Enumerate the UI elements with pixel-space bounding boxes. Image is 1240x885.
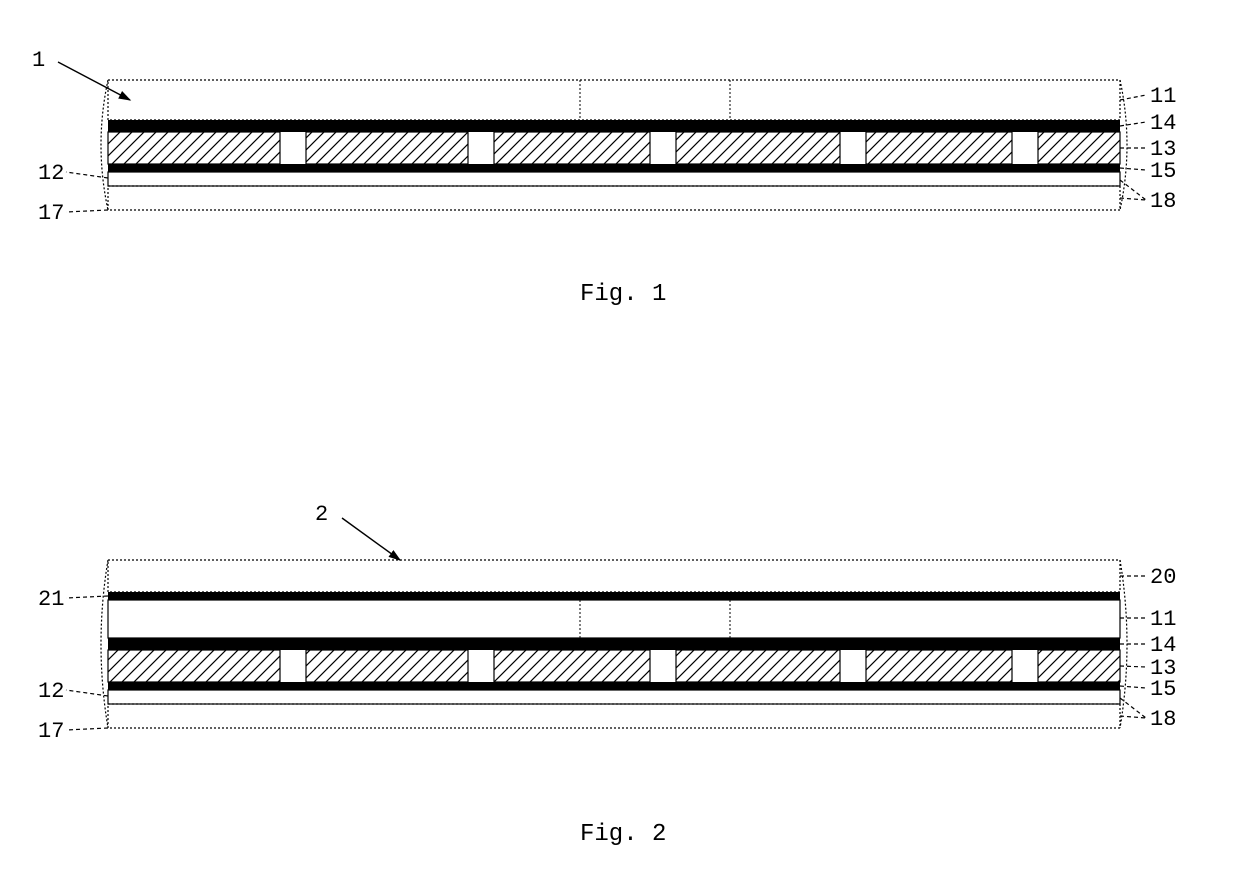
label-11: 11 bbox=[1150, 607, 1176, 632]
layer-hatched_13-seg bbox=[494, 132, 650, 164]
layer-black_15 bbox=[108, 164, 1120, 172]
layer-hatched_13-seg bbox=[1038, 650, 1120, 682]
leader-line bbox=[1120, 716, 1146, 718]
layer-top_dashed_20 bbox=[108, 560, 1120, 592]
layer-hatched_13-seg bbox=[108, 650, 280, 682]
layer-hatched_13-seg bbox=[108, 132, 280, 164]
figure-pointer-label: 1 bbox=[32, 48, 45, 73]
layer-top_dashed bbox=[108, 80, 1120, 120]
layer-white_12 bbox=[108, 172, 1120, 186]
layer-black_21 bbox=[108, 592, 1120, 600]
figure-caption: Fig. 1 bbox=[580, 281, 666, 308]
label-18: 18 bbox=[1150, 189, 1176, 214]
figure-caption: Fig. 2 bbox=[580, 821, 666, 848]
layer-bottom_dashed bbox=[108, 186, 1120, 210]
leader-line bbox=[1120, 686, 1146, 688]
label-14: 14 bbox=[1150, 111, 1176, 136]
label-12: 12 bbox=[38, 161, 64, 186]
leader-line bbox=[66, 210, 108, 212]
leader-line bbox=[1120, 168, 1146, 170]
label-21: 21 bbox=[38, 587, 64, 612]
leader-line bbox=[1120, 180, 1146, 200]
label-11: 11 bbox=[1150, 84, 1176, 109]
figure-2: 2201114131518211217Fig. 2 bbox=[38, 502, 1176, 848]
label-12: 12 bbox=[38, 679, 64, 704]
layer-bottom_dashed bbox=[108, 704, 1120, 728]
label-15: 15 bbox=[1150, 159, 1176, 184]
figure-pointer-arrow bbox=[342, 518, 400, 560]
layer-hatched_13-seg bbox=[494, 650, 650, 682]
patent-figures: 111141315181217Fig. 1 220111413151821121… bbox=[0, 0, 1240, 885]
leader-line bbox=[1120, 95, 1146, 100]
layer-black_14 bbox=[108, 120, 1120, 132]
break-arc-left bbox=[101, 80, 108, 210]
label-20: 20 bbox=[1150, 565, 1176, 590]
figure-pointer-label: 2 bbox=[315, 502, 328, 527]
label-14: 14 bbox=[1150, 633, 1176, 658]
layer-hatched_13-seg bbox=[866, 650, 1012, 682]
leader-line bbox=[66, 728, 108, 730]
label-17: 17 bbox=[38, 201, 64, 226]
layer-white_11 bbox=[108, 600, 1120, 638]
layer-black_15 bbox=[108, 682, 1120, 690]
layer-black_14 bbox=[108, 638, 1120, 650]
layer-hatched_13-seg bbox=[306, 132, 468, 164]
break-arc-left bbox=[101, 560, 108, 728]
figure-1: 111141315181217Fig. 1 bbox=[32, 48, 1176, 308]
layer-hatched_13-seg bbox=[866, 132, 1012, 164]
layer-hatched_13-seg bbox=[1038, 132, 1120, 164]
layer-hatched_13-seg bbox=[676, 650, 840, 682]
label-15: 15 bbox=[1150, 677, 1176, 702]
layer-hatched_13-seg bbox=[676, 132, 840, 164]
label-17: 17 bbox=[38, 719, 64, 744]
layer-white_12 bbox=[108, 690, 1120, 704]
leader-line bbox=[1120, 198, 1146, 200]
leader-line bbox=[66, 596, 108, 598]
leader-line bbox=[1120, 122, 1146, 126]
leader-line bbox=[1120, 666, 1146, 667]
figure-pointer-arrow bbox=[58, 62, 130, 100]
leader-line bbox=[66, 690, 108, 696]
label-18: 18 bbox=[1150, 707, 1176, 732]
layer-hatched_13-seg bbox=[306, 650, 468, 682]
